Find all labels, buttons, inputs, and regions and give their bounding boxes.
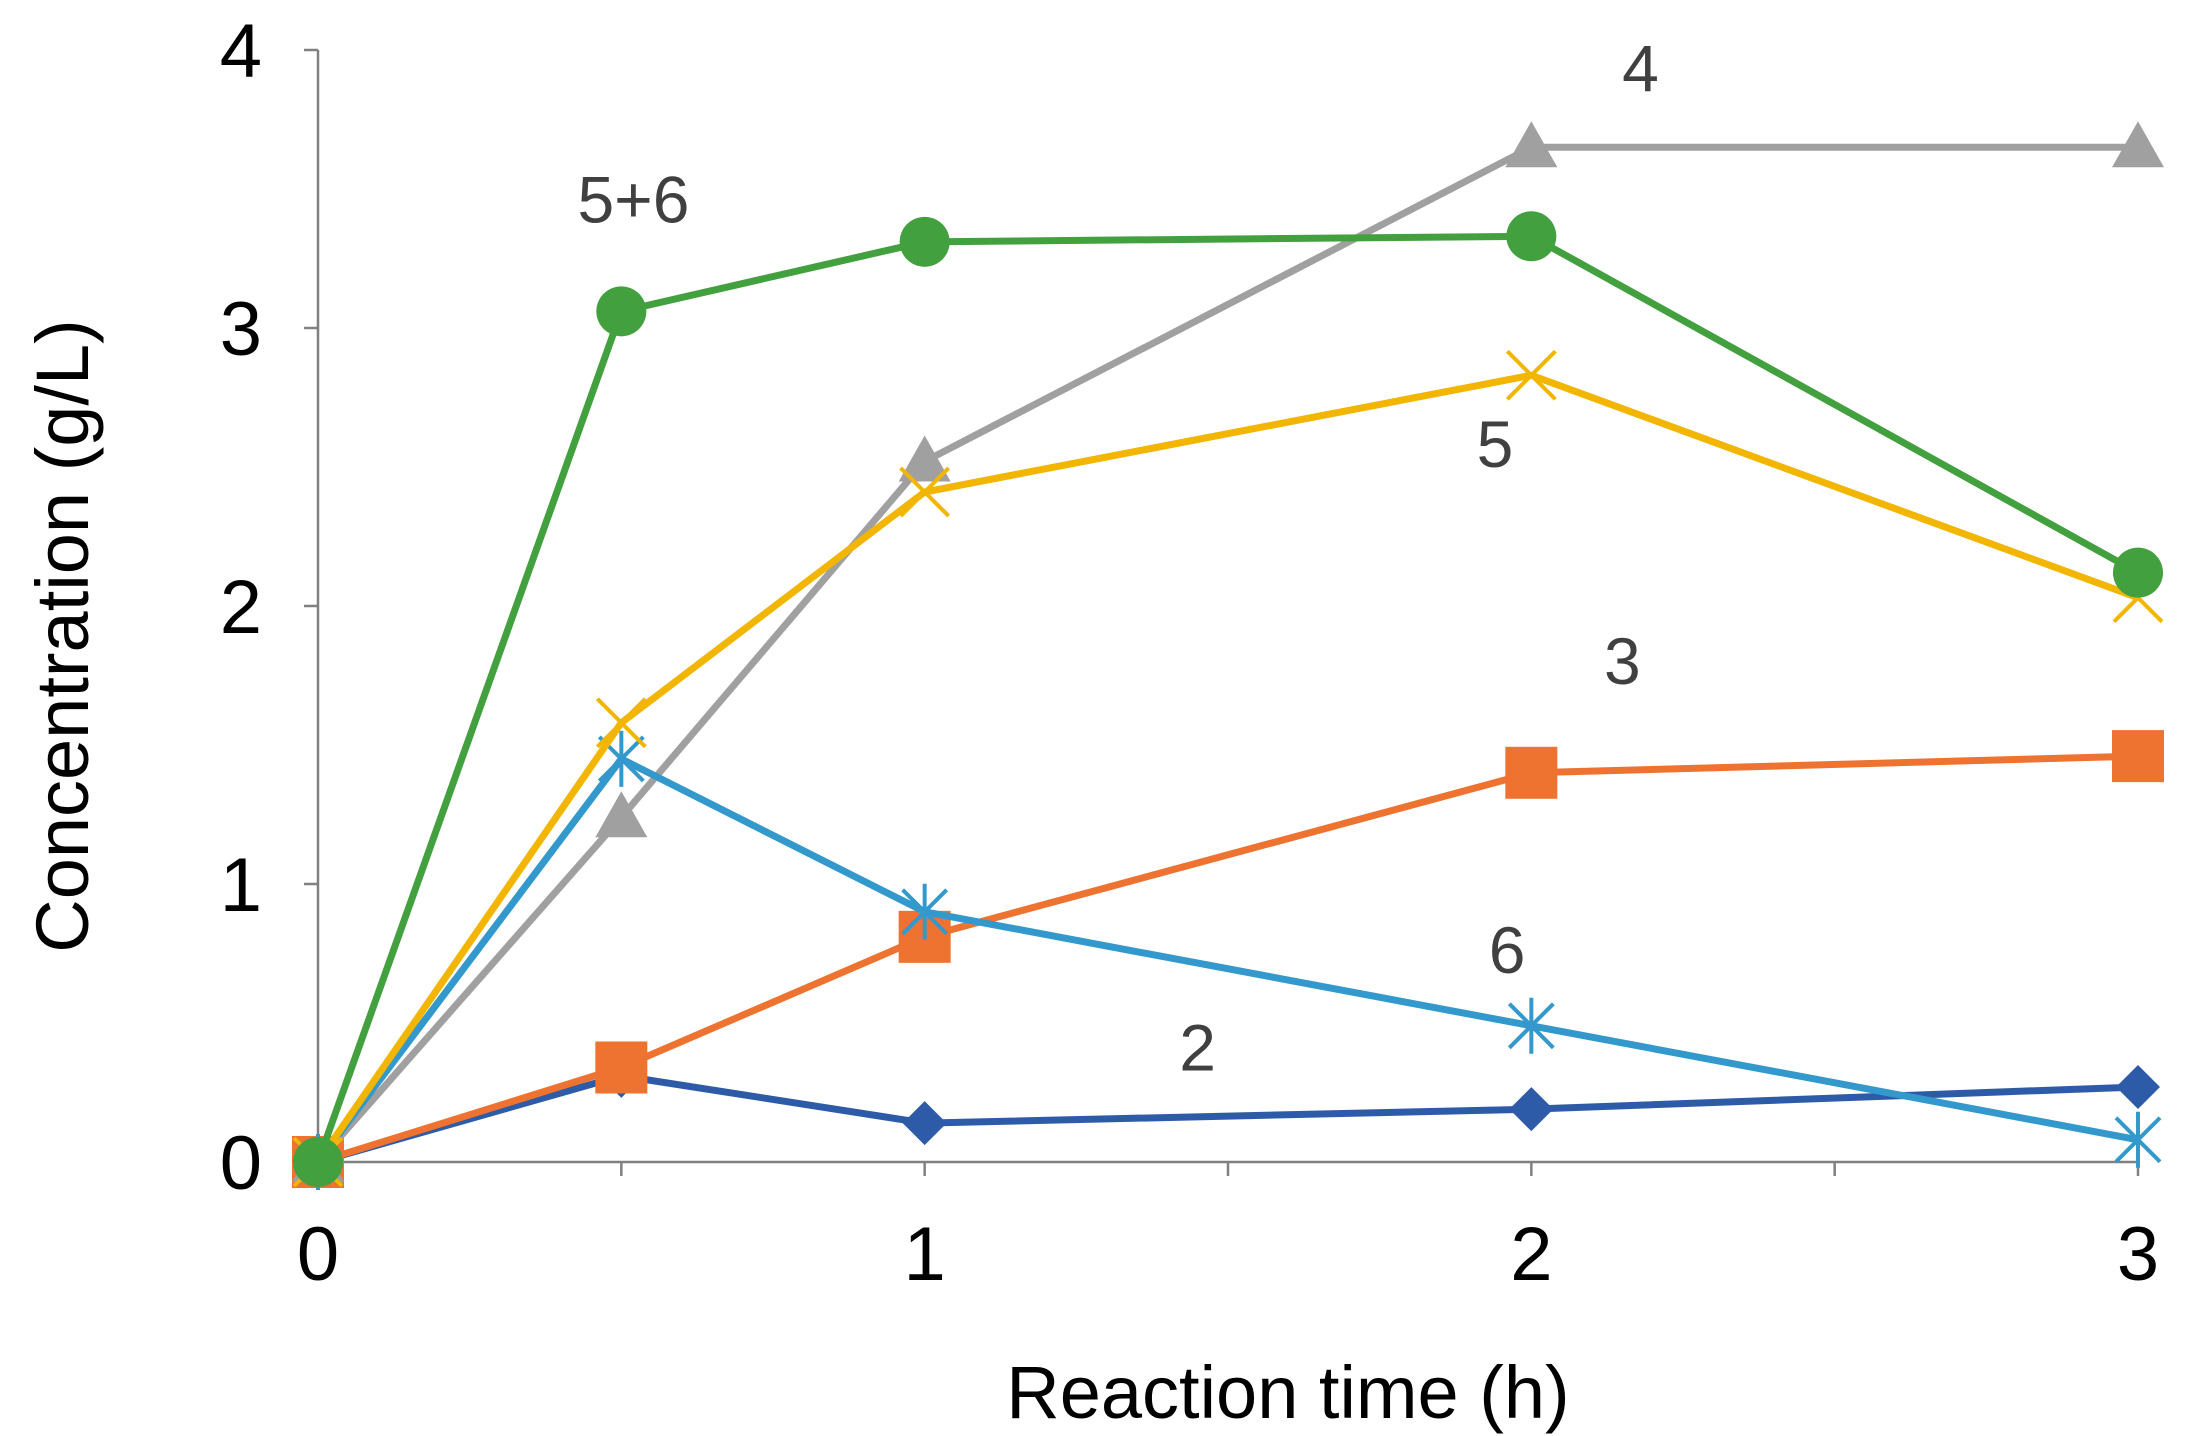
y-tick-label: 3	[220, 287, 262, 372]
data-point-square	[2112, 730, 2164, 783]
data-point-triangle	[2112, 121, 2164, 168]
data-point-square	[595, 1041, 648, 1094]
x-marker-stroke	[899, 466, 951, 518]
series-line	[315, 755, 2139, 1165]
data-point-circle	[2113, 547, 2163, 598]
series-layer	[292, 121, 2164, 1190]
series-labels: 2 3 4 6 5 5+6	[577, 32, 1658, 1085]
series-line	[314, 232, 2140, 1164]
data-point-circle	[899, 216, 950, 267]
y-tick-label: 2	[220, 565, 262, 650]
y-tick-label: 0	[220, 1121, 262, 1206]
y-tick-label: 4	[220, 9, 262, 94]
series-label: 4	[1622, 32, 1659, 106]
x-tick-label: 2	[1510, 1212, 1552, 1297]
x-tick-label: 0	[297, 1212, 339, 1297]
data-point-diamond	[902, 1101, 947, 1146]
data-point-diamond	[2116, 1064, 2160, 1109]
data-point-circle	[596, 286, 647, 337]
series-label: 5	[1477, 407, 1514, 481]
series-label: 5+6	[577, 162, 689, 236]
series-label: 3	[1604, 624, 1641, 698]
series-line	[315, 371, 2140, 1164]
data-point-triangle	[595, 791, 648, 838]
data-point-circle	[293, 1137, 343, 1187]
series-6	[294, 730, 2162, 1190]
series-5	[292, 349, 2164, 1188]
y-axis-title: Concentration (g/L)	[21, 319, 104, 952]
series-line	[316, 752, 2139, 1166]
data-point-triangle	[898, 435, 951, 482]
data-point-triangle	[1505, 121, 1558, 168]
x-axis-ticks: 0 1 2 3	[297, 1162, 2159, 1297]
x-tick-label: 3	[2117, 1212, 2159, 1297]
data-point-asterisk	[2114, 1111, 2162, 1168]
data-point-circle	[1506, 211, 1557, 262]
series-label: 6	[1489, 913, 1526, 987]
data-point-square	[1505, 746, 1558, 799]
data-point-x	[899, 466, 951, 518]
series-line	[315, 143, 2138, 1165]
series-label: 2	[1179, 1010, 1216, 1084]
data-point-diamond	[1509, 1087, 1554, 1132]
data-point-x	[595, 697, 647, 749]
series-5-plus-6	[293, 211, 2163, 1187]
x-tick-label: 1	[904, 1212, 946, 1297]
data-point-asterisk	[901, 883, 949, 940]
y-axis-ticks: 0 1 2 3 4	[220, 9, 318, 1206]
data-point-x	[1505, 349, 1557, 401]
x-marker-stroke	[1505, 349, 1557, 401]
series-4	[292, 121, 2164, 1182]
y-tick-label: 1	[220, 843, 262, 928]
x-axis-title: Reaction time (h)	[1006, 1351, 1569, 1434]
x-marker-stroke	[595, 697, 647, 749]
data-point-asterisk	[1507, 997, 1555, 1054]
